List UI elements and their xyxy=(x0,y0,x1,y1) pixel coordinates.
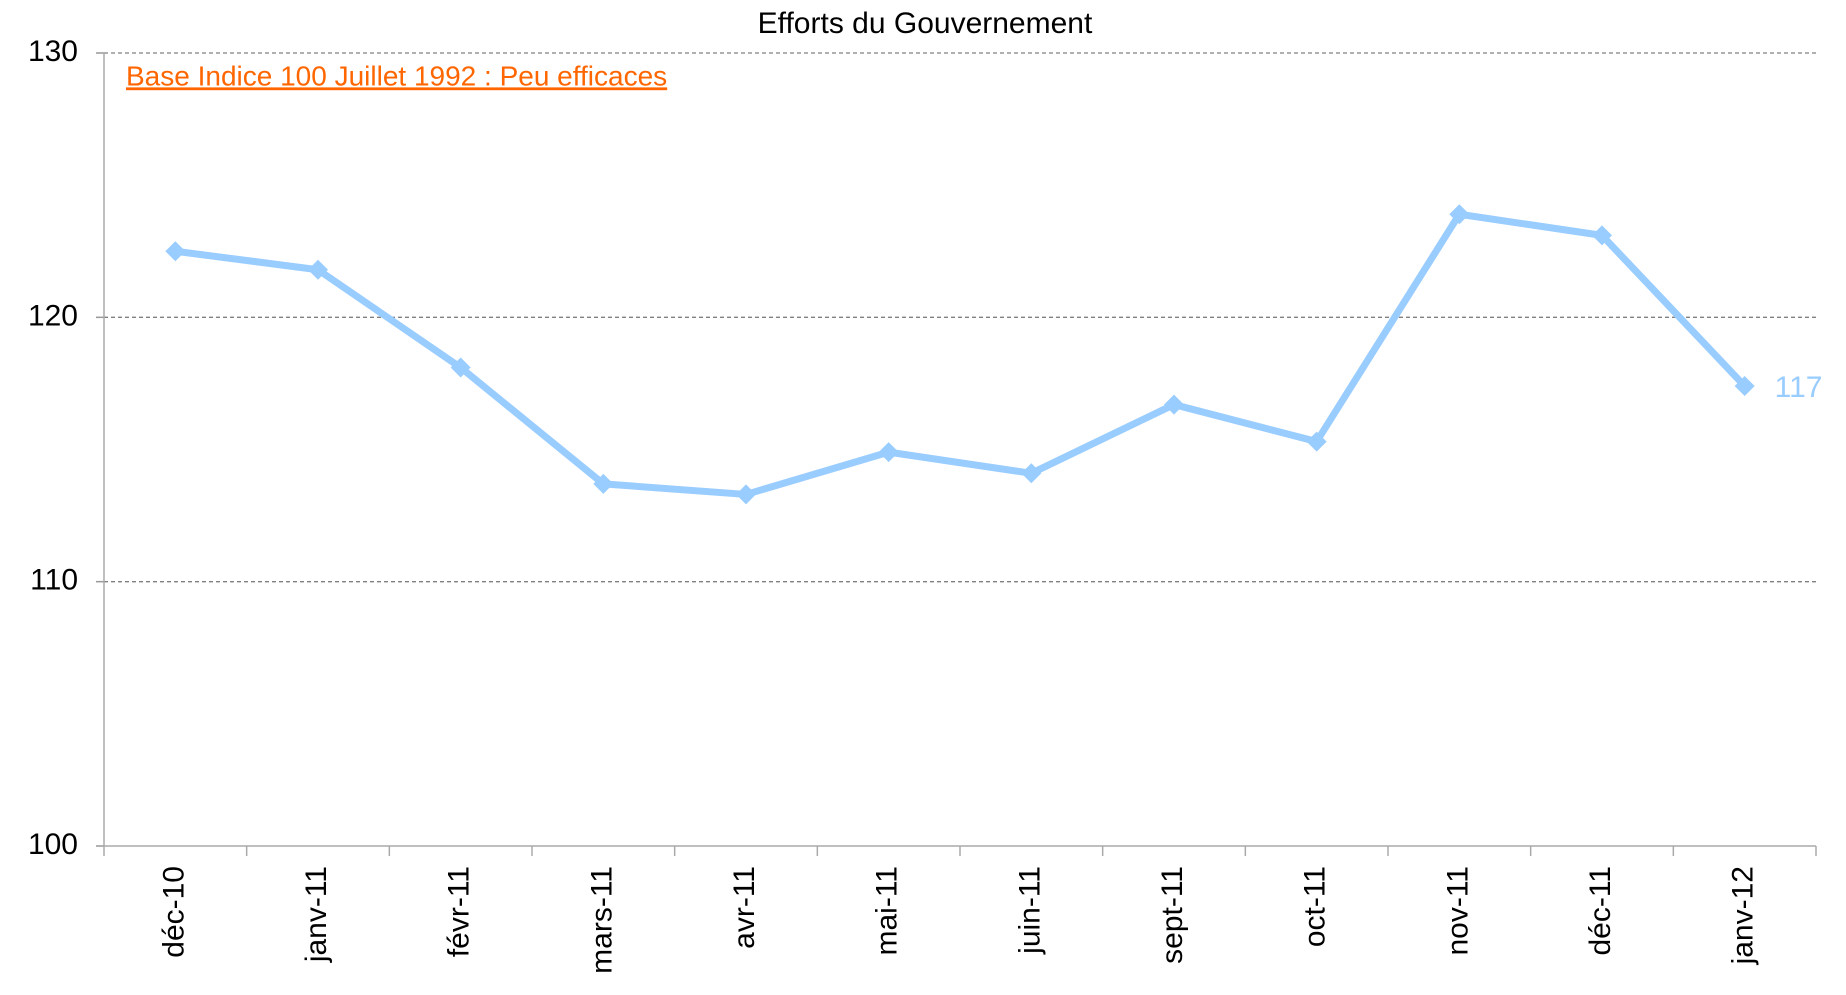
marker xyxy=(593,473,614,494)
marker xyxy=(736,484,756,505)
marker xyxy=(1449,204,1470,225)
x-tick-label: janv-11 xyxy=(300,866,333,963)
x-tick-label: mars-11 xyxy=(585,866,618,974)
marker xyxy=(1734,376,1755,397)
marker xyxy=(1021,463,1042,484)
marker xyxy=(450,357,471,378)
y-tick-label: 100 xyxy=(28,828,78,861)
annotation: Base Indice 100 Juillet 1992 : Peu effic… xyxy=(126,60,667,91)
x-tick-label: juin-11 xyxy=(1013,866,1046,955)
x-tick-label: mai-11 xyxy=(871,866,904,955)
marker xyxy=(1592,225,1612,246)
marker xyxy=(1306,431,1327,452)
y-tick-label: 120 xyxy=(28,299,78,332)
data-label: 117 xyxy=(1775,371,1823,404)
x-tick-label: oct-11 xyxy=(1299,866,1332,947)
x-tick-label: avr-11 xyxy=(728,866,761,949)
marker xyxy=(878,442,899,463)
x-tick-label: janv-12 xyxy=(1727,866,1760,965)
y-tick-label: 130 xyxy=(28,35,78,68)
chart-title: Efforts du Gouvernement xyxy=(758,7,1093,40)
series-line xyxy=(174,210,1748,498)
x-tick-label: févr-11 xyxy=(443,866,476,957)
x-tick-label: sept-11 xyxy=(1156,866,1189,964)
y-tick-label: 110 xyxy=(30,564,78,597)
x-tick-label: nov-11 xyxy=(1441,866,1474,956)
marker xyxy=(308,259,328,280)
x-tick-label: déc-11 xyxy=(1584,866,1617,956)
x-tick-label: déc-10 xyxy=(157,866,190,958)
marker xyxy=(165,241,186,262)
marker xyxy=(1164,394,1184,415)
